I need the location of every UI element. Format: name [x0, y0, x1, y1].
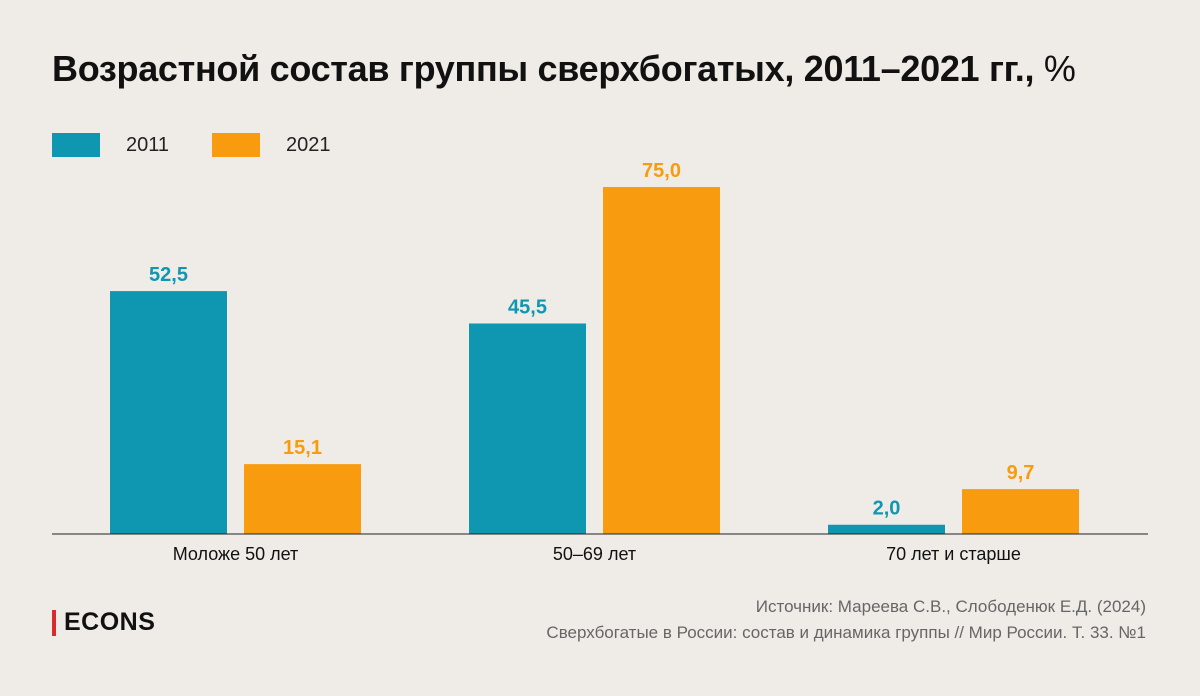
legend-item-2021: 2021 — [212, 133, 331, 157]
value-label-2011-3: 2,0 — [873, 498, 901, 520]
bar-2011-1 — [110, 291, 227, 534]
econs-logo: ECONS — [52, 608, 155, 637]
bar-2011-3 — [828, 524, 945, 534]
source-line-2: Сверхбогатые в России: состав и динамика… — [546, 623, 1146, 642]
value-label-2011-2: 45,5 — [508, 296, 547, 318]
legend-swatch-2021 — [212, 133, 260, 157]
legend-label-2011: 2011 — [126, 133, 170, 156]
category-label-1: Моложе 50 лет — [173, 544, 299, 564]
value-label-2021-3: 9,7 — [1007, 462, 1035, 484]
value-label-2021-2: 75,0 — [642, 160, 681, 182]
source-line-1: Источник: Мареева С.В., Слободенюк Е.Д. … — [755, 597, 1146, 616]
legend-label-2021: 2021 — [286, 133, 331, 156]
category-label-3: 70 лет и старше — [886, 544, 1021, 564]
logo-text: ECONS — [64, 608, 156, 636]
category-label-2: 50–69 лет — [553, 544, 636, 564]
value-label-2021-1: 15,1 — [283, 437, 322, 459]
source-note: Источник: Мареева С.В., Слободенюк Е.Д. … — [546, 594, 1146, 646]
logo-red-bar — [52, 609, 56, 636]
bar-2021-2 — [603, 187, 720, 534]
chart-title: Возрастной состав группы сверхбогатых, 2… — [52, 48, 1076, 90]
bar-2011-2 — [469, 323, 586, 534]
chart-title-text: Возрастной состав группы сверхбогатых, 2… — [52, 48, 1035, 89]
legend-item-2011: 2011 — [52, 133, 169, 157]
legend-swatch-2011 — [52, 133, 100, 157]
bar-2021-3 — [962, 489, 1079, 534]
chart-title-unit: % — [1043, 48, 1076, 89]
value-label-2011-1: 52,5 — [149, 264, 188, 286]
bar-2021-1 — [244, 464, 361, 534]
